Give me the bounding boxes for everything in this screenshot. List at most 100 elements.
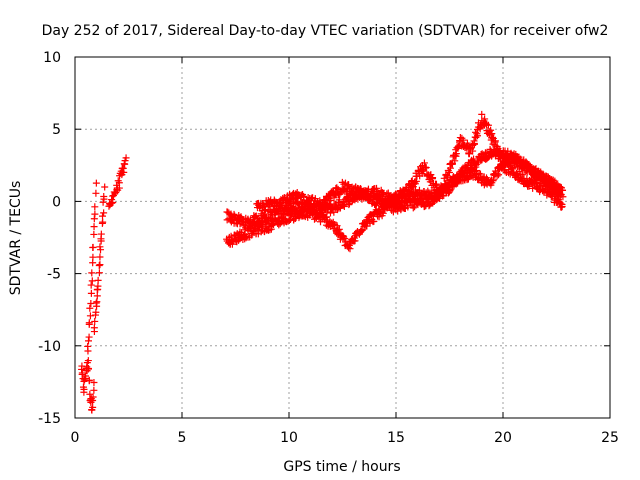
axis-ticks: 0 5 10 15 20 25 -15 -10 -5 0 5 10 — [38, 50, 619, 446]
data-point — [300, 192, 308, 200]
x-tick-label: 25 — [601, 430, 619, 446]
data-point — [333, 222, 341, 230]
data-point — [99, 212, 107, 220]
data-point — [85, 319, 93, 327]
data-point — [90, 378, 98, 386]
data-point — [90, 328, 98, 336]
data-point — [284, 199, 292, 207]
x-tick-label: 0 — [71, 430, 80, 446]
y-tick-label: -15 — [38, 411, 61, 427]
data-point — [488, 130, 496, 138]
x-tick-label: 15 — [387, 430, 405, 446]
data-point — [516, 158, 524, 166]
data-point — [373, 184, 381, 192]
data-point — [91, 210, 99, 218]
data-point — [233, 238, 241, 246]
data-point — [101, 183, 109, 191]
data-point — [92, 189, 100, 197]
data-point — [85, 333, 93, 341]
x-tick-label: 5 — [178, 430, 187, 446]
data-point — [78, 370, 86, 378]
data-point — [493, 172, 501, 180]
data-point — [558, 186, 566, 194]
data-point — [345, 181, 353, 189]
data-point — [88, 277, 96, 285]
data-point — [495, 171, 503, 179]
grid-lines — [75, 57, 610, 418]
data-point — [86, 304, 94, 312]
y-tick-label: -10 — [38, 339, 61, 355]
x-axis-label: GPS time / hours — [283, 459, 400, 475]
data-point — [230, 210, 238, 218]
data-point — [115, 179, 123, 187]
data-point — [91, 317, 99, 325]
data-point — [404, 190, 412, 198]
data-point — [96, 253, 104, 261]
data-point — [100, 195, 108, 203]
y-tick-label: -5 — [47, 267, 61, 283]
x-tick-label: 20 — [494, 430, 512, 446]
data-point — [89, 253, 97, 261]
data-point — [99, 218, 107, 226]
series-main-c — [253, 151, 567, 215]
data-point — [424, 195, 432, 203]
data-point — [100, 209, 108, 217]
data-point — [87, 289, 95, 297]
data-point — [90, 230, 98, 238]
data-point — [379, 209, 387, 217]
data-point — [558, 203, 566, 211]
data-point — [93, 292, 101, 300]
data-point — [481, 149, 489, 157]
data-point — [370, 217, 378, 225]
data-point — [340, 202, 348, 210]
data-point — [377, 195, 385, 203]
data-point — [92, 308, 100, 316]
series-main-a — [223, 110, 566, 232]
data-point — [422, 164, 430, 172]
data-point — [90, 223, 98, 231]
data-point — [92, 179, 100, 187]
data-point — [322, 213, 330, 221]
x-tick-label: 10 — [280, 430, 298, 446]
data-point — [488, 133, 496, 141]
data-point — [317, 204, 325, 212]
data-point — [261, 207, 269, 215]
data-point — [97, 230, 105, 238]
data-points — [78, 110, 567, 414]
data-point — [87, 281, 95, 289]
data-point — [85, 377, 93, 385]
data-point — [99, 198, 107, 206]
data-point — [228, 240, 236, 248]
data-point — [554, 195, 562, 203]
y-tick-label: 10 — [43, 50, 61, 66]
data-point — [451, 151, 459, 159]
data-point — [375, 213, 383, 221]
data-point — [108, 199, 116, 207]
data-point — [291, 195, 299, 203]
data-point — [372, 192, 380, 200]
data-point — [478, 110, 486, 118]
data-point — [247, 223, 255, 231]
data-point — [120, 160, 128, 168]
data-point — [559, 193, 567, 201]
y-tick-label: 5 — [52, 122, 61, 138]
data-point — [88, 269, 96, 277]
series-early-rise-b — [90, 183, 109, 336]
y-tick-label: 0 — [52, 194, 61, 210]
data-point — [474, 132, 482, 140]
data-point — [78, 362, 86, 370]
data-point — [540, 172, 548, 180]
data-point — [491, 138, 499, 146]
data-point — [81, 372, 89, 380]
y-axis-label: SDTVAR / TECUs — [8, 181, 24, 296]
data-point — [94, 276, 102, 284]
data-point — [481, 115, 489, 123]
data-point — [89, 393, 97, 401]
data-point — [84, 364, 92, 372]
data-point — [445, 168, 453, 176]
data-point — [96, 261, 104, 269]
data-point — [409, 204, 417, 212]
data-point — [95, 261, 103, 269]
data-point — [484, 121, 492, 129]
